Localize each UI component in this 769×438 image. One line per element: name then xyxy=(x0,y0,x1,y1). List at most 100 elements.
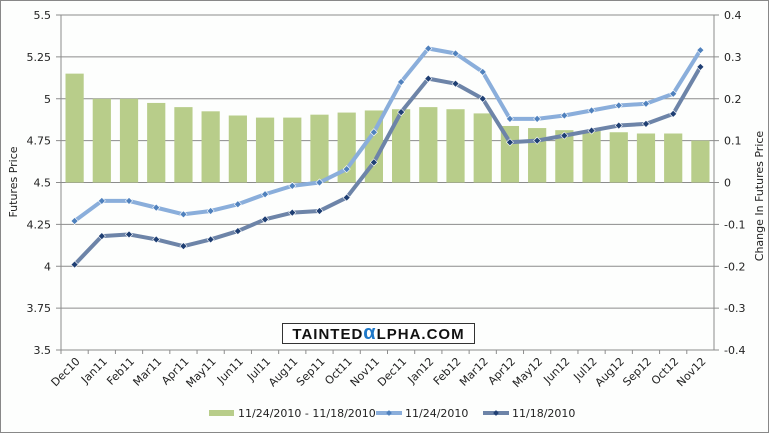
x-tick-label: May12 xyxy=(510,355,545,390)
y-tick-label: 4.75 xyxy=(27,135,52,148)
bar xyxy=(92,98,111,183)
legend-label: 11/18/2010 xyxy=(512,407,575,420)
x-tick-label: Nov12 xyxy=(674,355,708,389)
data-point xyxy=(342,193,351,202)
y2-tick-label: -0.1 xyxy=(724,218,745,231)
data-point xyxy=(614,121,623,130)
legend-swatch xyxy=(209,410,234,416)
y-tick-label: 4.25 xyxy=(27,218,52,231)
bar xyxy=(473,113,492,183)
data-point xyxy=(478,67,487,76)
x-tick-label: Aug12 xyxy=(593,355,627,389)
data-point xyxy=(315,207,324,215)
series-line xyxy=(73,46,703,223)
bar xyxy=(255,117,275,183)
data-point xyxy=(206,235,215,244)
y-tick-label: 5.5 xyxy=(34,9,52,22)
data-point xyxy=(696,46,705,55)
data-point xyxy=(669,89,678,98)
y-tick-label: 4 xyxy=(44,260,51,273)
x-tick-label: Aug11 xyxy=(266,355,300,389)
data-point xyxy=(206,207,215,215)
bar xyxy=(174,107,193,183)
x-tick-label: Jan11 xyxy=(78,355,110,387)
y2-tick-label: -0.4 xyxy=(724,344,745,357)
data-point xyxy=(669,109,678,118)
x-tick-label: Feb11 xyxy=(104,355,137,388)
bar xyxy=(419,107,438,183)
bar xyxy=(310,114,329,183)
data-point xyxy=(505,114,514,123)
x-tick-label: Mar11 xyxy=(131,355,165,389)
data-point xyxy=(369,158,378,167)
data-point xyxy=(342,165,351,174)
data-point xyxy=(397,78,406,86)
data-point xyxy=(696,62,705,71)
bar xyxy=(582,130,601,183)
bar xyxy=(664,133,683,183)
data-point xyxy=(125,230,133,239)
bar xyxy=(119,98,139,183)
bar xyxy=(555,130,574,183)
data-point xyxy=(424,74,433,83)
watermark-logo: TAINTEDαLPHA.COM xyxy=(282,323,475,344)
bar xyxy=(201,111,220,183)
data-point xyxy=(369,128,378,137)
x-tick-label: Mar12 xyxy=(457,355,491,389)
data-point xyxy=(97,196,106,205)
data-point xyxy=(70,217,79,225)
data-point xyxy=(587,126,596,135)
y2-tick-label: 0.2 xyxy=(724,93,742,106)
data-point xyxy=(424,44,433,53)
bar xyxy=(609,132,628,183)
x-tick-label: Feb12 xyxy=(431,355,464,388)
data-point xyxy=(642,119,650,128)
data-point xyxy=(451,79,460,88)
data-point xyxy=(152,235,161,244)
data-point xyxy=(560,131,569,140)
data-point xyxy=(179,242,188,251)
y-tick-label: 5.25 xyxy=(27,51,52,64)
data-point xyxy=(533,136,542,145)
y2-tick-label: -0.2 xyxy=(724,260,745,273)
data-point xyxy=(261,215,270,224)
data-point xyxy=(478,94,487,103)
bar xyxy=(65,73,84,183)
legend-label: 11/24/2010 - 11/18/2010 xyxy=(238,407,376,420)
x-tick-label: Sep12 xyxy=(620,355,654,389)
data-point xyxy=(505,138,514,147)
legend-label: 11/24/2010 xyxy=(405,407,468,420)
y-tick-label: 3.5 xyxy=(34,344,52,357)
data-point xyxy=(397,108,406,117)
data-point xyxy=(70,260,79,269)
bar xyxy=(528,128,547,183)
data-point xyxy=(261,190,270,199)
y-tick-label: 4.5 xyxy=(34,177,52,190)
legend-marker xyxy=(493,410,499,416)
data-point xyxy=(288,181,297,190)
series-line xyxy=(73,65,703,266)
y2-tick-label: 0.4 xyxy=(724,9,742,22)
data-point xyxy=(288,208,297,217)
data-point xyxy=(614,101,623,110)
data-point xyxy=(233,200,242,209)
data-point xyxy=(451,49,460,58)
x-tick-label: Sep11 xyxy=(294,355,328,389)
bar xyxy=(636,133,656,183)
bar xyxy=(392,109,411,183)
y-tick-label: 3.75 xyxy=(27,302,52,315)
y2-tick-label: 0 xyxy=(724,177,731,190)
x-tick-label: Jun11 xyxy=(214,355,246,387)
y2-tick-label: 0.1 xyxy=(724,135,742,148)
y2-axis-label: Change In Futures Price xyxy=(753,131,766,262)
y-tick-label: 5 xyxy=(44,93,51,106)
data-point xyxy=(233,227,242,236)
y-axis-label: Futures Price xyxy=(7,146,20,217)
bar xyxy=(228,115,247,183)
x-tick-label: Jun12 xyxy=(541,355,573,387)
x-tick-label: May11 xyxy=(184,355,219,390)
data-point xyxy=(125,196,133,205)
data-point xyxy=(587,106,596,115)
data-point xyxy=(152,203,161,212)
